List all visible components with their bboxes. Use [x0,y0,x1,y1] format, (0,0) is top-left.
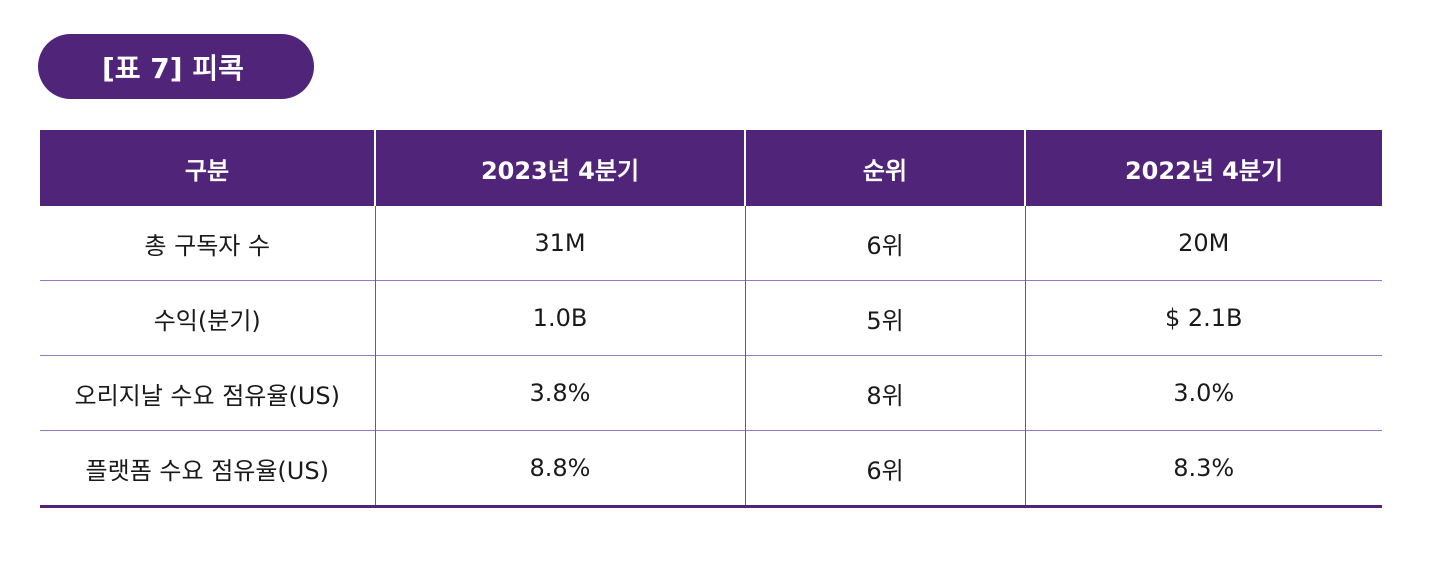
table-cell: 3.8% [374,355,745,431]
table-title-badge: [표 7] 피콕 [38,34,314,99]
column-header-category: 구분 [40,130,375,206]
column-header-2022-q4: 2022년 4분기 [1024,130,1382,206]
column-header-2023-q4: 2023년 4분기 [374,130,745,206]
table-cell: 1.0B [374,280,745,356]
row-label: 수익(분기) [40,280,375,356]
table-cell: 8위 [744,355,1025,431]
data-table: 구분 2023년 4분기 순위 2022년 4분기 총 구독자 수 31M 6위… [40,130,1382,508]
table-cell: 5위 [744,280,1025,356]
row-label: 오리지날 수요 점유율(US) [40,355,375,431]
table-cell: 6위 [744,206,1025,281]
table-cell: 3.0% [1024,355,1382,431]
table-cell: 20M [1024,206,1382,281]
table-row: 총 구독자 수 31M 6위 20M [40,206,1382,281]
table-cell: $ 2.1B [1024,280,1382,356]
table-cell: 6위 [744,430,1025,508]
row-label: 플랫폼 수요 점유율(US) [40,430,375,508]
table-cell: 8.8% [374,430,745,508]
table-cell: 8.3% [1024,430,1382,508]
table-header-row: 구분 2023년 4분기 순위 2022년 4분기 [40,130,1382,206]
table-row: 오리지날 수요 점유율(US) 3.8% 8위 3.0% [40,355,1382,431]
table-title: [표 7] 피콕 [102,51,244,85]
table-row: 수익(분기) 1.0B 5위 $ 2.1B [40,280,1382,356]
row-label: 총 구독자 수 [144,231,271,260]
column-header-rank: 순위 [744,130,1025,206]
table-row: 플랫폼 수요 점유율(US) 8.8% 6위 8.3% [40,430,1382,508]
table-cell: 31M [374,206,745,281]
